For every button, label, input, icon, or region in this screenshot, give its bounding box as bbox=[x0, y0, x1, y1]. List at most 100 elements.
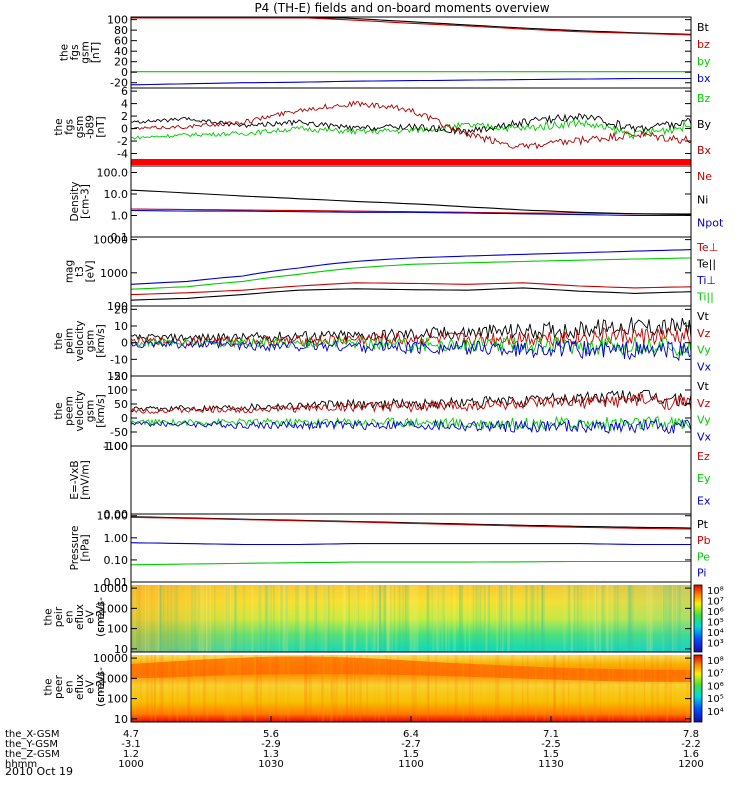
spectrogram-stripe bbox=[453, 585, 456, 652]
y-tick-label: 10000 bbox=[93, 234, 128, 247]
y-tick-label: 0.01 bbox=[104, 576, 129, 589]
x-axis-row-label: the_Z-GSM bbox=[5, 749, 60, 760]
spectrogram-stripe bbox=[554, 655, 557, 722]
spectrogram-stripe bbox=[607, 655, 611, 722]
spectrogram-stripe bbox=[140, 655, 142, 722]
legend-entry: Vt bbox=[697, 310, 710, 323]
spectrogram-stripe bbox=[571, 585, 573, 652]
spectrogram-stripe bbox=[336, 655, 338, 722]
legend-entry: Te|| bbox=[696, 257, 716, 270]
y-axis-label: [km/s] bbox=[95, 324, 107, 358]
y-axis-label: the bbox=[53, 332, 65, 349]
plot-title: P4 (TH-E) fields and on-board moments ov… bbox=[254, 1, 549, 15]
spectrogram-stripe bbox=[497, 585, 499, 652]
spectrogram-stripe bbox=[171, 655, 174, 722]
series-line-Pb bbox=[130, 516, 692, 530]
y-axis-label: [eV] bbox=[85, 261, 97, 283]
y-tick-label: -100 bbox=[103, 440, 128, 453]
spectrogram-stripe bbox=[285, 585, 288, 652]
spectrogram-stripe bbox=[426, 585, 430, 652]
y-tick-label: 1.00 bbox=[104, 440, 129, 453]
spectrogram-stripe bbox=[579, 655, 582, 722]
x-axis-value: -2.2 bbox=[681, 739, 701, 750]
spectrogram-stripe bbox=[376, 585, 380, 652]
spectrogram-stripe bbox=[233, 655, 235, 722]
spectrogram-stripe bbox=[448, 585, 450, 652]
spectrogram-stripe bbox=[686, 655, 690, 722]
spectrogram-stripe bbox=[340, 655, 343, 722]
spectrogram-stripe bbox=[431, 585, 435, 652]
spectrogram-stripe bbox=[382, 585, 386, 652]
spectrogram-stripe bbox=[253, 655, 256, 722]
spectrogram-stripe bbox=[206, 585, 209, 652]
colorbar-tick-label: 10⁴ bbox=[707, 628, 724, 639]
spectrogram-stripe bbox=[304, 655, 308, 722]
spectrogram-stripe bbox=[441, 585, 444, 652]
y-tick-label: 2 bbox=[121, 110, 128, 123]
spectrogram-stripe bbox=[353, 585, 356, 652]
spectrogram-stripe bbox=[359, 655, 361, 722]
spectrogram-stripe bbox=[508, 585, 511, 652]
y-axis-label: gsm bbox=[85, 330, 97, 352]
x-axis-value: 6.4 bbox=[403, 729, 419, 740]
x-axis-value: 1030 bbox=[258, 759, 283, 770]
spectrogram-stripe bbox=[464, 585, 466, 652]
spectrogram-stripe bbox=[496, 655, 499, 722]
spectrogram-stripe bbox=[265, 585, 269, 652]
y-axis-label: fgs bbox=[69, 45, 81, 61]
series-line-Vx bbox=[130, 418, 692, 434]
spectrogram-stripe bbox=[198, 585, 201, 652]
y-tick-label: 0 bbox=[121, 337, 128, 350]
spectrogram-stripe bbox=[413, 655, 417, 722]
spectrogram-stripe bbox=[227, 655, 231, 722]
colorbar-tick-label: 10⁵ bbox=[707, 618, 724, 629]
spectrogram-stripe bbox=[536, 585, 539, 652]
spectrogram-stripe bbox=[665, 655, 669, 722]
legend-entry: Npot bbox=[697, 217, 724, 230]
spectrogram-stripe bbox=[224, 655, 226, 722]
spectrogram-stripe bbox=[189, 655, 191, 722]
spectrogram-stripe bbox=[389, 655, 392, 722]
y-tick-label: 10000 bbox=[93, 582, 128, 595]
y-axis-label: eflux bbox=[74, 604, 86, 630]
y-axis-label: gsm bbox=[74, 116, 86, 138]
legend-entry: Vz bbox=[697, 397, 711, 410]
spectrogram-stripe bbox=[656, 655, 659, 722]
spectrogram-stripe bbox=[214, 655, 217, 722]
spectrogram-stripe bbox=[144, 585, 146, 652]
y-tick-label: 0 bbox=[121, 66, 128, 79]
y-axis-label: [cm-3] bbox=[79, 184, 91, 219]
y-tick-label: 100 bbox=[107, 384, 128, 397]
spectrogram-stripe bbox=[155, 585, 158, 652]
y-axis-label: [mV/m] bbox=[79, 460, 91, 499]
spectrogram-stripe bbox=[568, 655, 570, 722]
spectrogram-stripe bbox=[280, 585, 284, 652]
spectrogram-stripe bbox=[664, 655, 667, 722]
spectrogram-stripe bbox=[278, 585, 281, 652]
x-axis-group: the_X-GSM 4.7 5.6 6.4 7.1 7.8 the_Y-GSM -3.1 -2.… bbox=[5, 716, 704, 770]
x-axis-value: 5.6 bbox=[263, 729, 279, 740]
spectrogram-stripe bbox=[573, 585, 575, 652]
y-tick-label: 1000 bbox=[100, 672, 128, 685]
spectrogram-stripe bbox=[384, 655, 387, 722]
spectrogram-stripe bbox=[345, 655, 348, 722]
spectrogram-stripe bbox=[598, 585, 602, 652]
spectrogram-stripe bbox=[269, 585, 272, 652]
y-tick-label: 20 bbox=[114, 303, 128, 316]
y-tick-label: 1000 bbox=[100, 267, 128, 280]
spectrogram-stripe bbox=[613, 585, 617, 652]
spectrogram-stripe bbox=[383, 585, 387, 652]
spectrogram-stripe bbox=[272, 585, 275, 652]
spectrogram-stripe bbox=[646, 585, 649, 652]
spectrogram-stripe bbox=[139, 655, 142, 722]
spectrogram-stripe bbox=[436, 585, 440, 652]
spectrogram-stripe bbox=[144, 585, 147, 652]
y-tick-label: 4 bbox=[121, 98, 128, 111]
spectrogram-stripe bbox=[320, 655, 323, 722]
spectrogram-stripe bbox=[625, 655, 628, 722]
y-tick-label: -4 bbox=[117, 148, 128, 161]
spectrogram-stripe bbox=[505, 585, 507, 652]
spectrogram-stripe bbox=[587, 655, 589, 722]
y-axis-label: peim bbox=[64, 328, 76, 354]
spectrogram-stripe bbox=[326, 655, 329, 722]
